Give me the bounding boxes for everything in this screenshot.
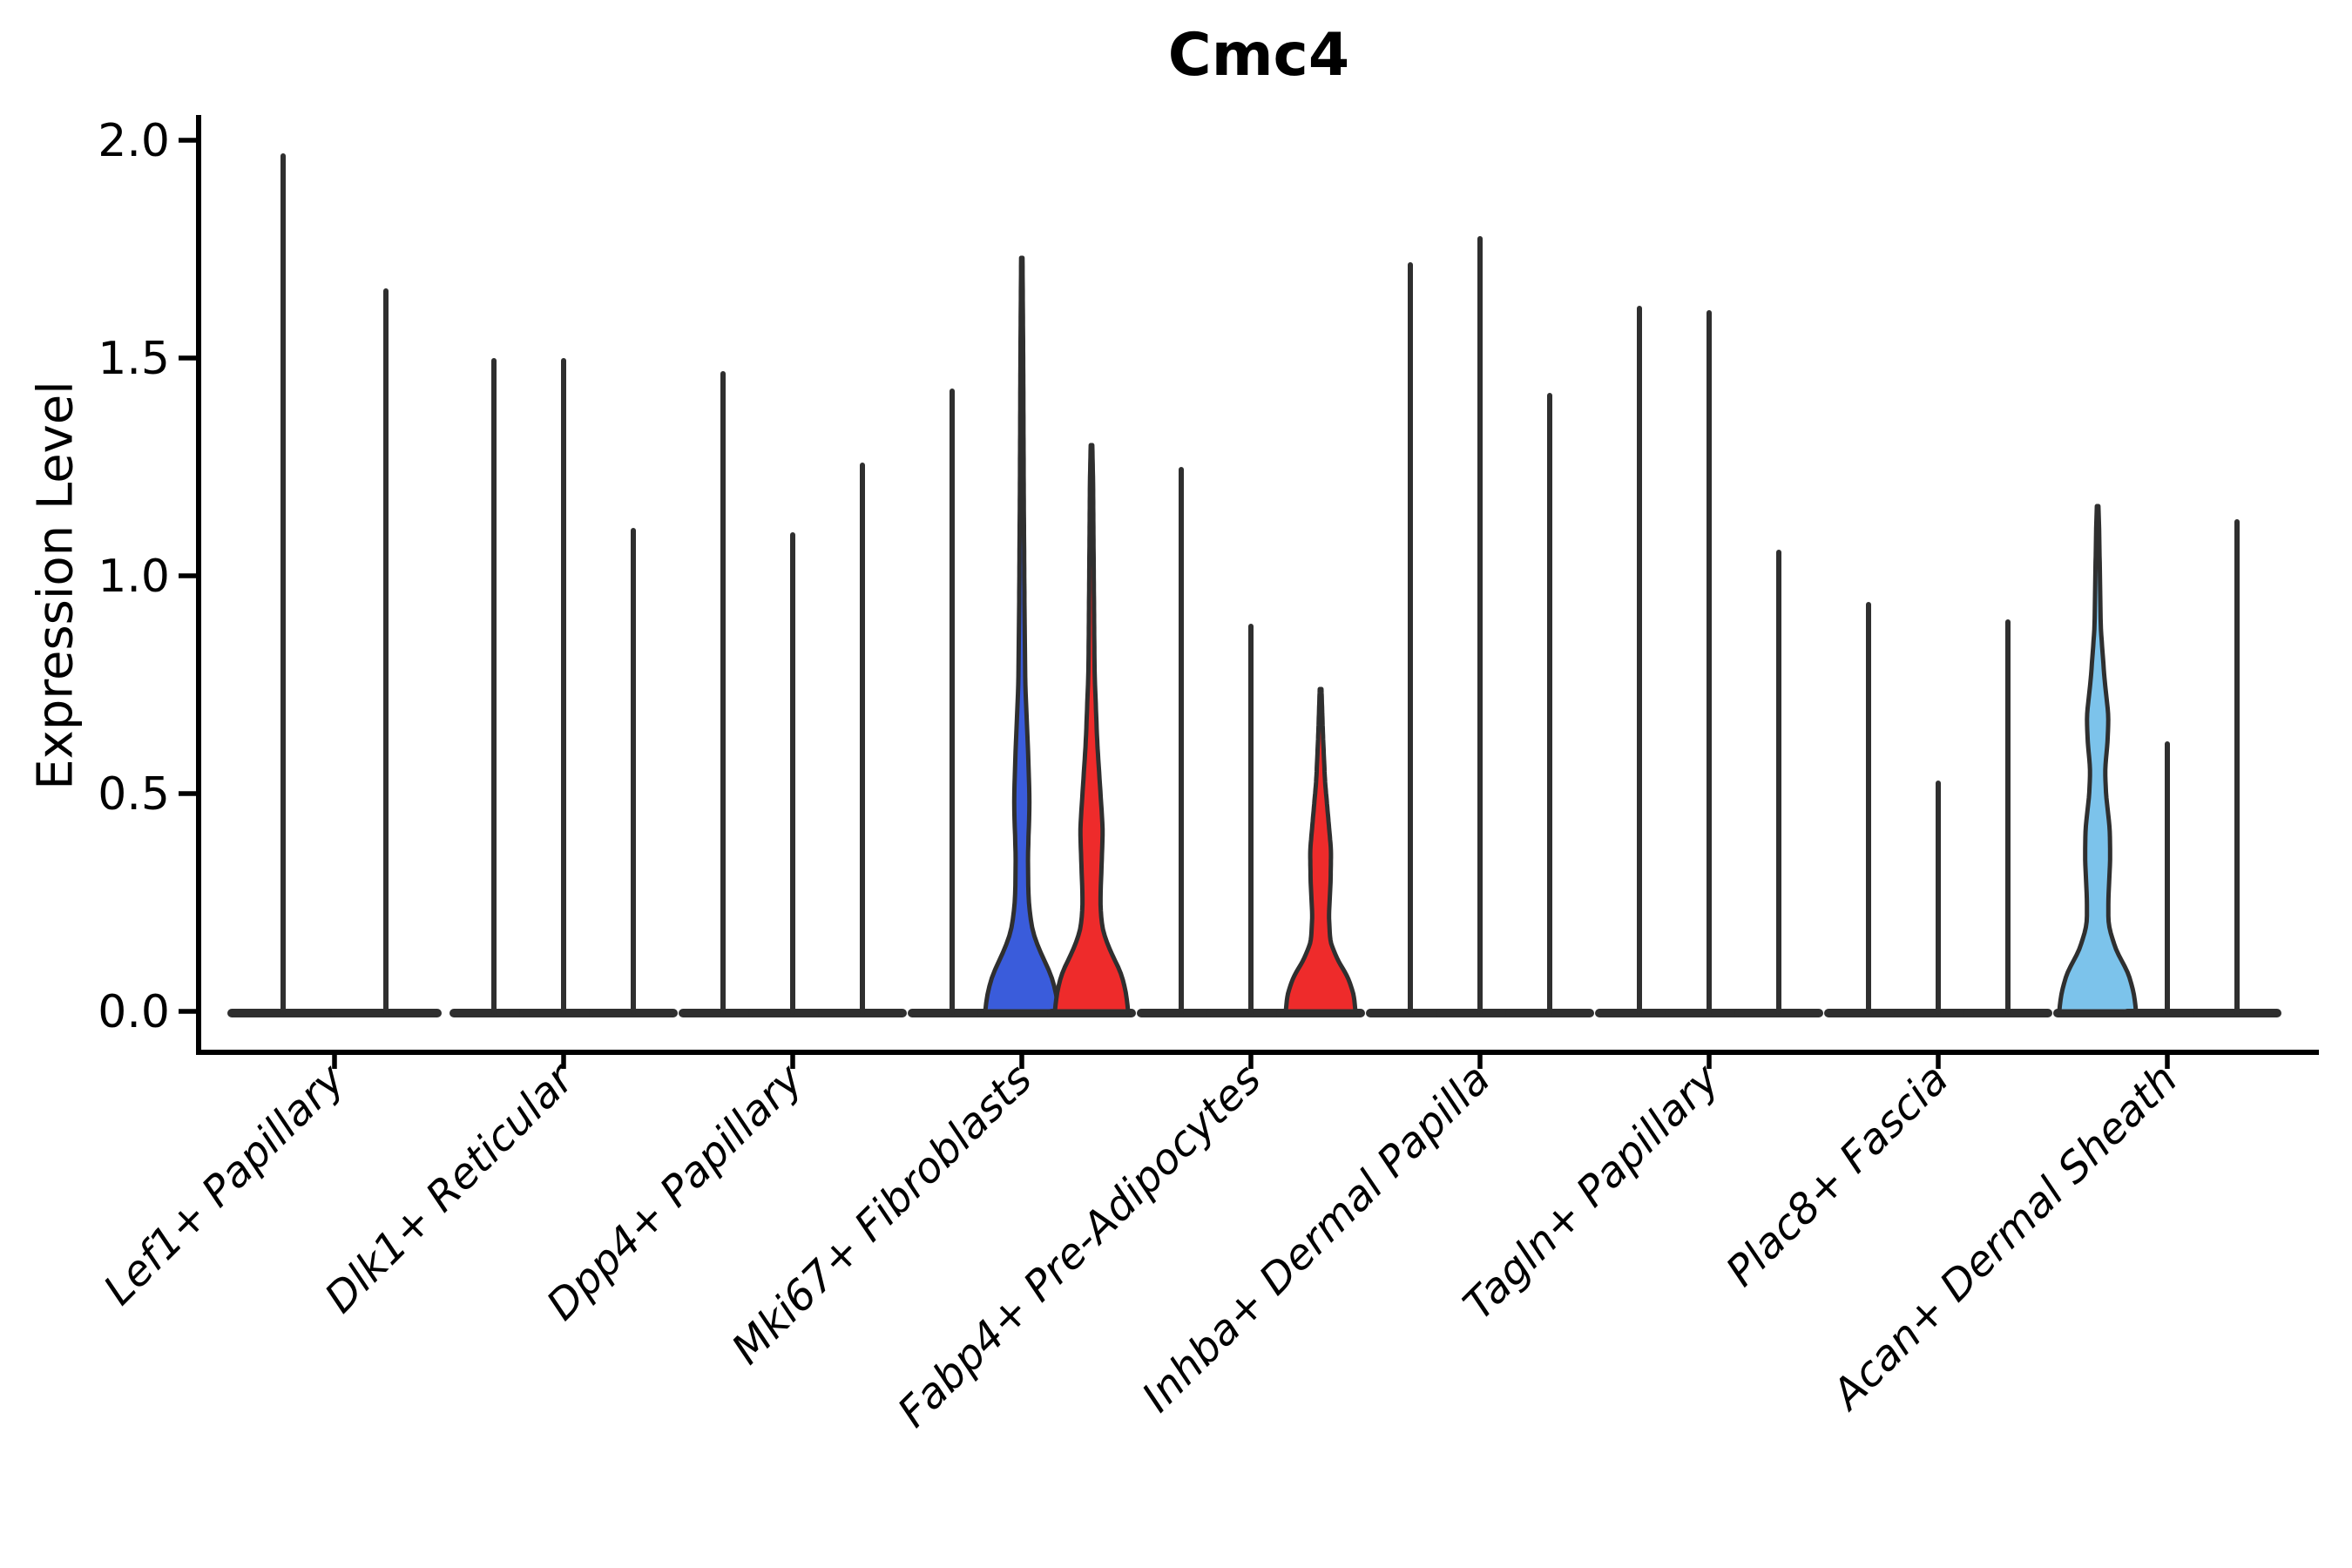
x-axis-category-label: Dpp4+ Papillary [537, 1054, 813, 1329]
x-axis-category-label: Lef1+ Papillary [94, 1054, 355, 1315]
x-axis-category-label: Plac8+ Fascia [1717, 1055, 1958, 1296]
violin-shape [2057, 504, 2139, 1014]
y-tick-label: 0.0 [98, 986, 170, 1038]
x-axis-category-label: Fabp4+ Pre-Adipocytes [889, 1055, 1271, 1437]
violin-shape [1052, 443, 1131, 1014]
y-tick-label: 2.0 [98, 115, 170, 167]
x-axis-category-label: Tagln+ Papillary [1454, 1054, 1729, 1329]
chart-title: Cmc4 [1167, 21, 1350, 90]
violin-shape [983, 255, 1061, 1014]
y-tick-label: 0.5 [98, 768, 170, 821]
violin-shape [1283, 686, 1358, 1014]
y-tick-label: 1.5 [98, 333, 170, 385]
y-tick-label: 1.0 [98, 551, 170, 603]
x-axis-category-label: Dlk1+ Reticular [315, 1053, 585, 1323]
